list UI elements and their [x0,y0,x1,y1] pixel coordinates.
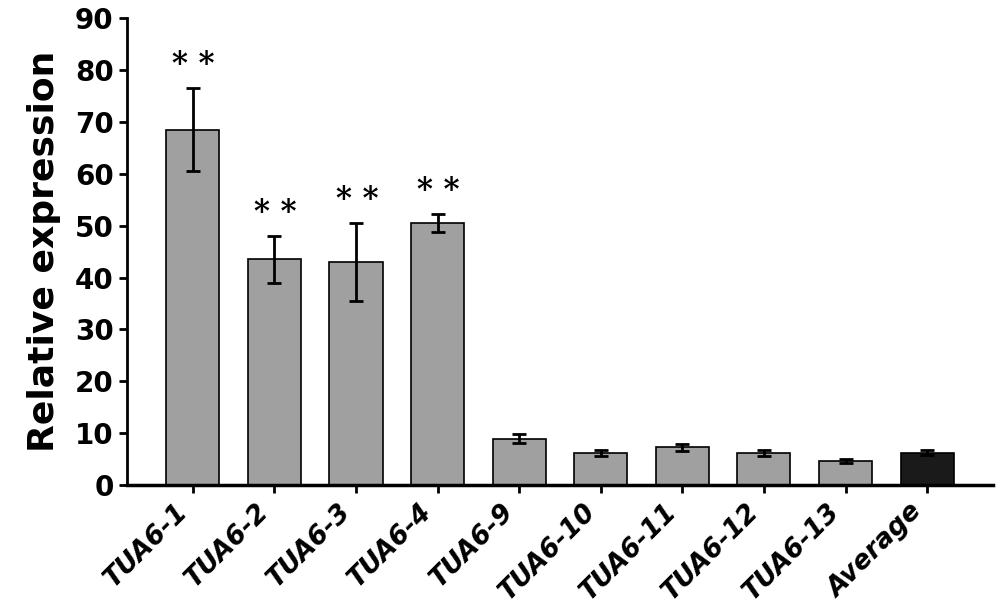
Bar [329,262,383,485]
Bar [901,452,954,485]
Bar [737,453,790,485]
Y-axis label: Relative expression: Relative expression [27,51,61,452]
Text: * *: * * [254,197,297,228]
Bar [411,223,464,485]
Bar [248,259,301,485]
Text: * *: * * [417,175,460,206]
Bar [574,453,627,485]
Bar [819,461,872,485]
Bar [166,130,219,485]
Text: * *: * * [172,49,215,80]
Bar [656,447,709,485]
Bar [493,439,546,485]
Text: * *: * * [336,184,378,215]
